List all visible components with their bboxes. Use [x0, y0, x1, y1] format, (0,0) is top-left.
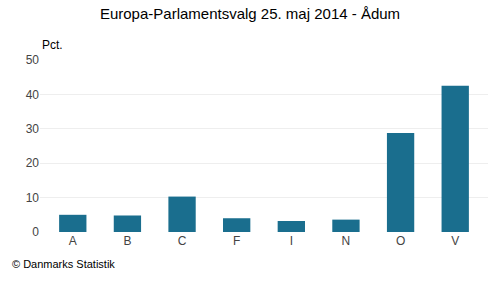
svg-text:© Danmarks Statistik: © Danmarks Statistik [12, 258, 115, 270]
svg-text:V: V [451, 234, 459, 248]
svg-text:O: O [396, 234, 405, 248]
svg-text:20: 20 [26, 156, 40, 170]
svg-text:N: N [342, 234, 351, 248]
svg-text:C: C [178, 234, 187, 248]
svg-text:F: F [233, 234, 240, 248]
svg-text:A: A [69, 234, 77, 248]
svg-text:Europa-Parlamentsvalg 25. maj: Europa-Parlamentsvalg 25. maj 2014 - Ådu… [100, 5, 400, 22]
svg-text:30: 30 [26, 122, 40, 136]
svg-text:50: 50 [26, 53, 40, 67]
svg-text:B: B [123, 234, 131, 248]
svg-text:40: 40 [26, 88, 40, 102]
svg-text:Pct.: Pct. [42, 38, 63, 52]
svg-text:10: 10 [26, 191, 40, 205]
svg-text:0: 0 [32, 225, 39, 239]
svg-text:I: I [290, 234, 293, 248]
